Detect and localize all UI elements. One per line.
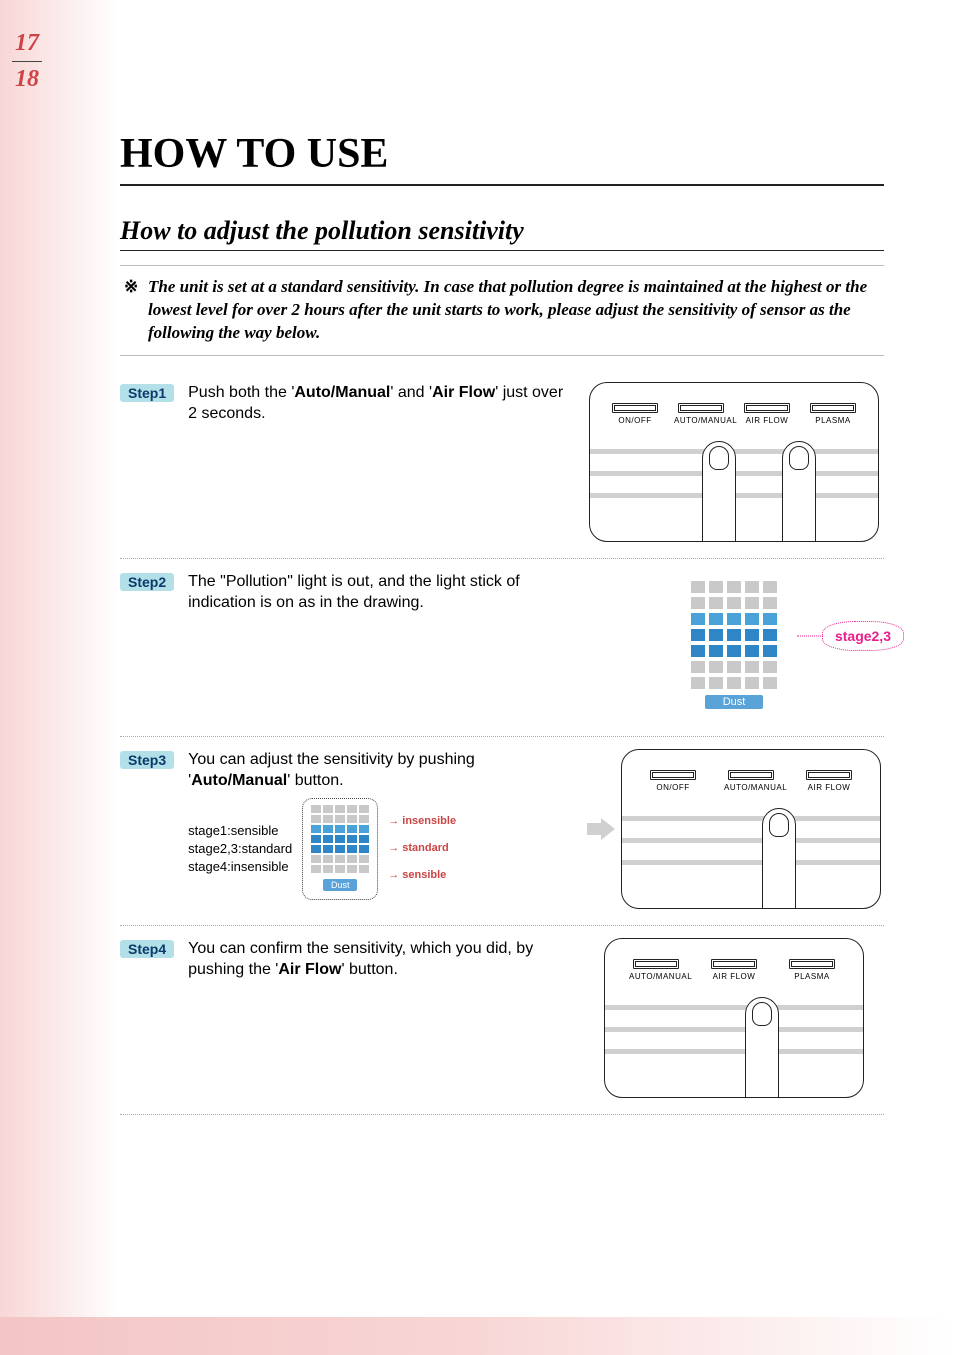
- legend: insensiblestandardsensible: [388, 801, 456, 897]
- stage-bubble: stage2,3: [822, 621, 904, 651]
- step-text: You can confirm the sensitivity, which y…: [188, 938, 584, 981]
- section-subtitle: How to adjust the pollution sensitivity: [120, 216, 884, 251]
- step2-illustration: Dust stage2,3: [584, 571, 884, 720]
- page-number-top: 17: [12, 28, 42, 59]
- arrow-right-icon: [587, 818, 615, 840]
- note-text: The unit is set at a standard sensitivit…: [148, 276, 880, 345]
- panel-button: AUTO/MANUAL: [724, 770, 778, 792]
- step-text: Push both the 'Auto/Manual' and 'Air Flo…: [188, 382, 584, 425]
- step-row: Step2 The "Pollution" light is out, and …: [120, 559, 884, 737]
- panel-button: ON/OFF: [608, 403, 662, 425]
- stage-list: stage1:sensiblestage2,3:standardstage4:i…: [188, 822, 292, 875]
- panel-button: AUTO/MANUAL: [629, 959, 683, 981]
- panel-button: PLASMA: [785, 959, 839, 981]
- step3-illustration: ON/OFF AUTO/MANUAL AIR FLOW: [584, 749, 884, 909]
- page-title: HOW TO USE: [120, 130, 884, 186]
- step1-illustration: ON/OFF AUTO/MANUAL AIR FLOW PLASMA: [584, 382, 884, 542]
- dust-label: Dust: [705, 695, 764, 709]
- step-row: Step1 Push both the 'Auto/Manual' and 'A…: [120, 370, 884, 559]
- step-badge: Step1: [120, 384, 174, 402]
- page-bottom-bar: [0, 1317, 954, 1355]
- page-number-bottom: 18: [12, 64, 42, 95]
- panel-button: AIR FLOW: [802, 770, 856, 792]
- note-symbol: ※: [124, 276, 148, 345]
- step-badge: Step3: [120, 751, 174, 769]
- panel-button: ON/OFF: [646, 770, 700, 792]
- step-row: Step4 You can confirm the sensitivity, w…: [120, 926, 884, 1115]
- mini-dust-indicator: Dust: [302, 798, 378, 900]
- panel-button: AIR FLOW: [740, 403, 794, 425]
- step-badge: Step2: [120, 573, 174, 591]
- panel-button: AIR FLOW: [707, 959, 761, 981]
- step-badge: Step4: [120, 940, 174, 958]
- step4-illustration: AUTO/MANUAL AIR FLOW PLASMA: [584, 938, 884, 1098]
- panel-button: AUTO/MANUAL: [674, 403, 728, 425]
- step-text: You can adjust the sensitivity by pushin…: [188, 749, 584, 900]
- step-row: Step3 You can adjust the sensitivity by …: [120, 737, 884, 926]
- page-number-block: 17 18: [12, 28, 42, 95]
- note-box: ※ The unit is set at a standard sensitiv…: [120, 265, 884, 356]
- step-text: The "Pollution" light is out, and the li…: [188, 571, 584, 614]
- page-number-rule: [12, 61, 42, 62]
- panel-button: PLASMA: [806, 403, 860, 425]
